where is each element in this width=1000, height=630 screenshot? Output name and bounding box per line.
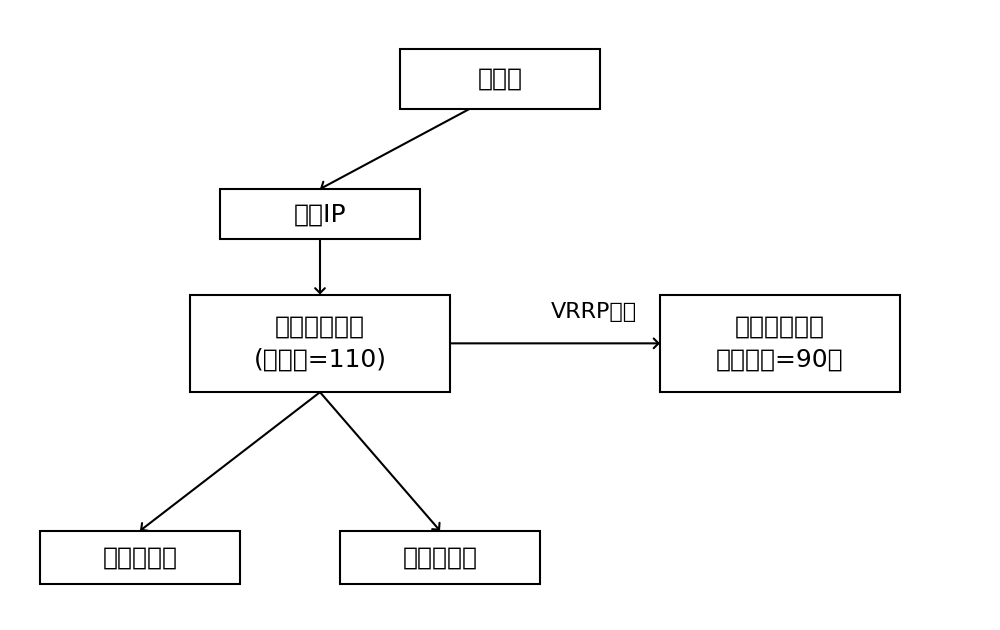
Text: 备虚拟服务器
（优先级=90）: 备虚拟服务器 （优先级=90） [716, 314, 844, 372]
FancyBboxPatch shape [400, 49, 600, 108]
Text: 物理服务器: 物理服务器 [402, 546, 478, 570]
FancyBboxPatch shape [340, 530, 540, 585]
FancyBboxPatch shape [660, 295, 900, 392]
FancyBboxPatch shape [220, 189, 420, 239]
Text: VRRP心跳: VRRP心跳 [551, 302, 637, 322]
FancyBboxPatch shape [40, 530, 240, 585]
Text: 主虚拟服务器
(优先级=110): 主虚拟服务器 (优先级=110) [254, 314, 386, 372]
Text: 客户端: 客户端 [478, 67, 522, 91]
Text: 虚拟IP: 虚拟IP [294, 202, 346, 226]
FancyBboxPatch shape [190, 295, 450, 392]
Text: 物理服务器: 物理服务器 [103, 546, 178, 570]
